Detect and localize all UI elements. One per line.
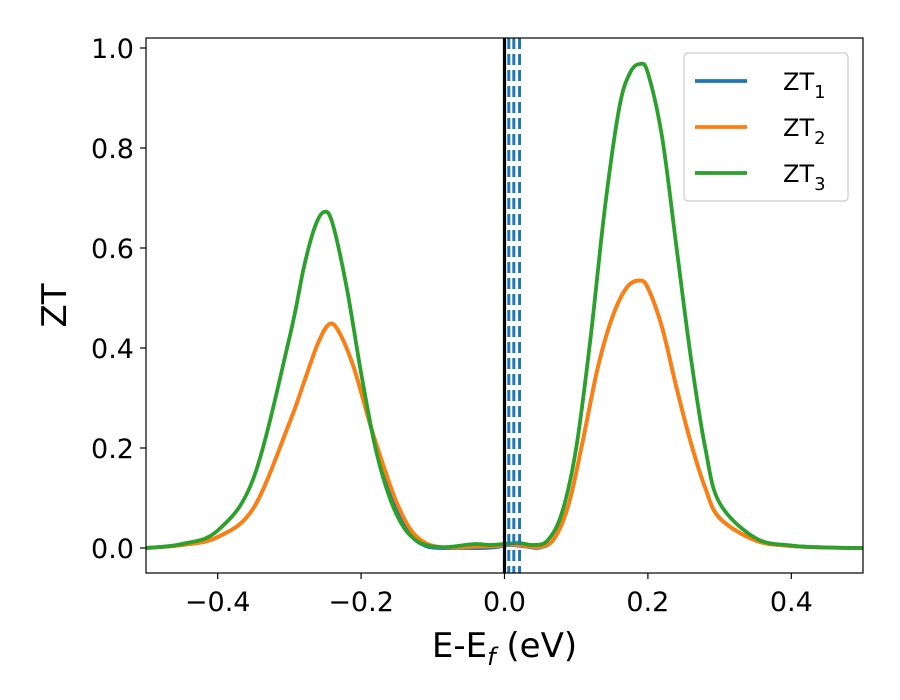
x-axis-ticks: −0.4 −0.2 0.0 0.2 0.4: [185, 573, 813, 618]
y-tick-label: 0.4: [91, 334, 134, 365]
legend-box: [683, 52, 849, 202]
vertical-lines: [502, 38, 522, 573]
y-tick-label: 0.2: [91, 434, 134, 465]
x-axis-label-suffix: (eV): [496, 626, 578, 666]
series-line-zt3: [146, 61, 863, 550]
x-tick-label: 0.0: [483, 587, 526, 618]
y-axis-label: ZT: [35, 283, 75, 327]
x-tick-label: −0.2: [328, 587, 394, 618]
y-tick-label: 1.0: [91, 34, 134, 65]
legend: ZT1 ZT2 ZT3: [683, 52, 849, 202]
y-tick-label: 0.6: [91, 234, 134, 265]
x-tick-label: 0.2: [626, 587, 669, 618]
y-axis-ticks: 0.0 0.2 0.4 0.6 0.8 1.0: [91, 34, 146, 565]
legend-label-zt2: ZT2: [783, 114, 826, 149]
x-tick-label: −0.4: [185, 587, 251, 618]
legend-label-zt1: ZT1: [783, 68, 826, 103]
y-tick-label: 0.0: [91, 534, 134, 565]
y-tick-label: 0.8: [91, 134, 134, 165]
x-axis-label: E-Ef (eV): [432, 626, 577, 671]
legend-label-zt3: ZT3: [783, 160, 826, 195]
x-axis-label-base: E-E: [432, 626, 487, 666]
x-tick-label: 0.4: [770, 587, 813, 618]
